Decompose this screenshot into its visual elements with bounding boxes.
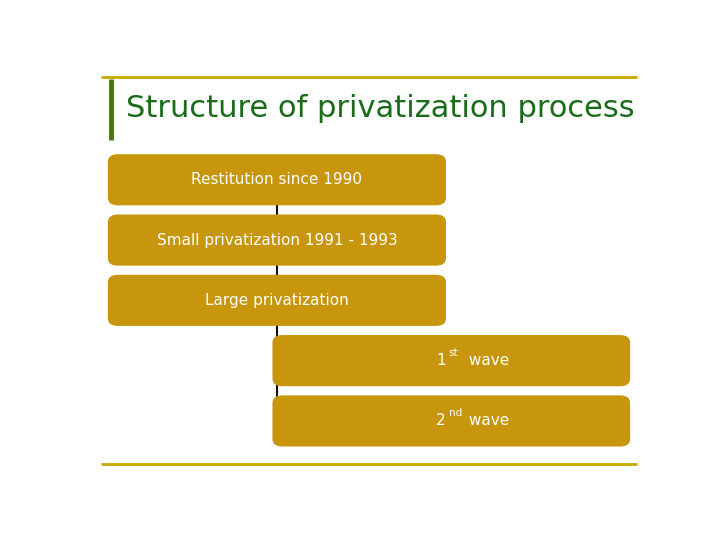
Text: Small privatization 1991 - 1993: Small privatization 1991 - 1993	[156, 233, 397, 247]
Text: nd: nd	[449, 408, 462, 418]
FancyBboxPatch shape	[108, 275, 446, 326]
Text: Large privatization: Large privatization	[205, 293, 348, 308]
Text: wave: wave	[464, 414, 509, 428]
Text: Restitution since 1990: Restitution since 1990	[192, 172, 362, 187]
FancyBboxPatch shape	[108, 214, 446, 266]
Text: 2: 2	[436, 414, 446, 428]
Text: 1: 1	[436, 353, 446, 368]
Text: wave: wave	[464, 353, 509, 368]
Text: Structure of privatization process: Structure of privatization process	[126, 94, 635, 123]
FancyBboxPatch shape	[108, 154, 446, 205]
Text: st: st	[449, 348, 458, 358]
FancyBboxPatch shape	[272, 395, 630, 447]
FancyBboxPatch shape	[272, 335, 630, 386]
